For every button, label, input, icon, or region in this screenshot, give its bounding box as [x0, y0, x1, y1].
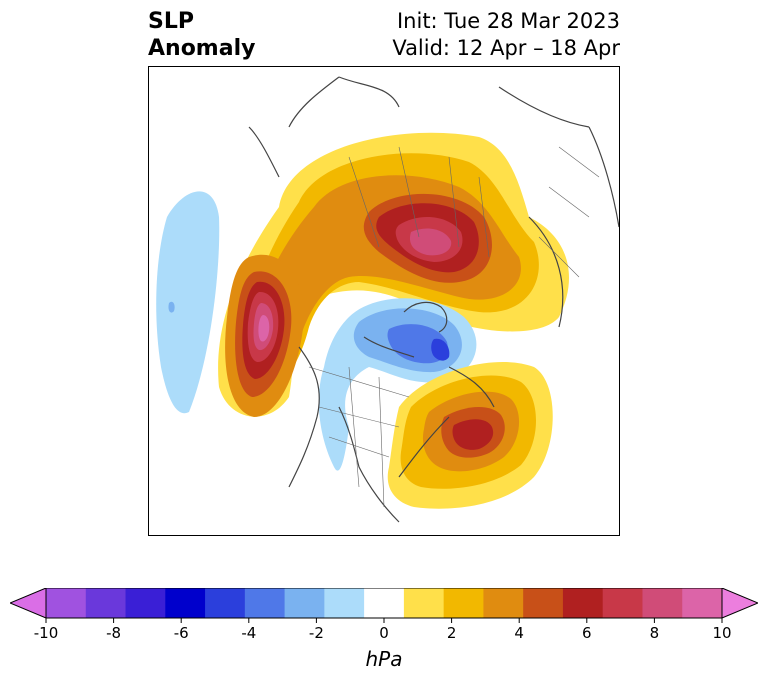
- colorbar-tick-label: -2: [309, 624, 324, 642]
- positive-anomaly-arctic: [218, 132, 569, 417]
- colorbar-tick-label: 8: [650, 624, 660, 642]
- colorbar-ticks: -10 -8 -6 -4 -2 0 2 4 6 8 10: [34, 618, 732, 642]
- positive-anomaly-alaska: [225, 254, 304, 417]
- colorbar-cell: [244, 588, 286, 618]
- map-title: SLP Anomaly: [148, 8, 255, 62]
- valid-range: Valid: 12 Apr – 18 Apr: [392, 36, 620, 60]
- colorbar-extend-low: [10, 588, 47, 619]
- colorbar-cell: [125, 588, 166, 618]
- colorbar-cell: [682, 588, 723, 618]
- colorbar-cell: [46, 588, 87, 618]
- colorbar-cell: [483, 588, 524, 618]
- colorbar-cell: [443, 588, 484, 618]
- positive-anomaly-atlantic: [387, 361, 553, 509]
- colorbar-cell: [364, 588, 405, 618]
- colorbar-tick-label: -8: [106, 624, 121, 642]
- colorbar-tick-label: 0: [379, 624, 389, 642]
- colorbar-tick-label: -6: [174, 624, 189, 642]
- colorbar-tick-label: -4: [241, 624, 256, 642]
- colorbar-extend-high: [721, 588, 758, 619]
- title-line-2: Anomaly: [148, 36, 256, 61]
- colorbar-cell: [324, 588, 365, 618]
- colorbar-cell: [85, 588, 127, 618]
- colorbar-cell: [562, 588, 604, 618]
- map-subtitle: Init: Tue 28 Mar 2023 Valid: 12 Apr – 18…: [392, 8, 620, 62]
- country-borders: [308, 146, 600, 508]
- coastlines: [248, 76, 619, 523]
- init-date: Init: Tue 28 Mar 2023: [396, 9, 620, 33]
- colorbar-cell: [523, 588, 564, 618]
- colorbar-tick-label: -10: [34, 624, 59, 642]
- negative-anomaly-pacific: [156, 191, 220, 414]
- colorbar-cell: [205, 588, 246, 618]
- colorbar-cell: [403, 588, 445, 618]
- colorbar-cells: [10, 588, 758, 619]
- map-canvas: [156, 76, 619, 523]
- colorbar-tick-label: 6: [582, 624, 592, 642]
- colorbar-cell: [165, 588, 206, 618]
- colorbar-tick-label: 10: [712, 624, 731, 642]
- colorbar: -10 -8 -6 -4 -2 0 2 4 6 8 10 hPa: [10, 588, 758, 668]
- colorbar-tick-label: 4: [514, 624, 524, 642]
- colorbar-cell: [602, 588, 643, 618]
- colorbar-unit-label: hPa: [366, 647, 403, 668]
- colorbar-tick-label: 2: [447, 624, 457, 642]
- colorbar-cell: [642, 588, 683, 618]
- slp-anomaly-map: [148, 66, 620, 536]
- colorbar-cell: [284, 588, 325, 618]
- title-line-1: SLP: [148, 9, 194, 34]
